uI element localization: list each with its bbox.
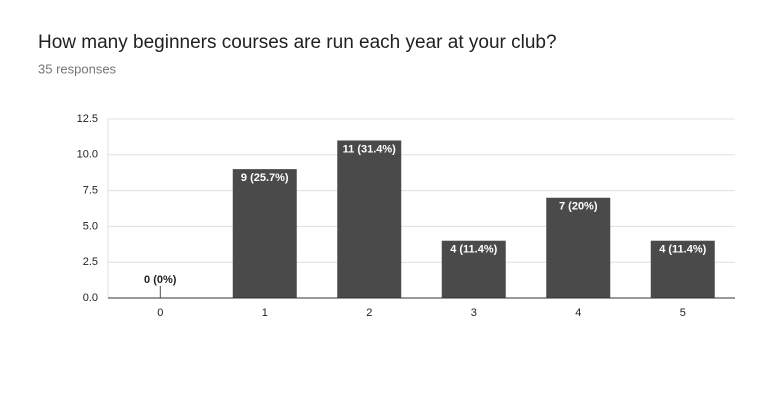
bar bbox=[546, 197, 611, 298]
value-label: 0 (0%) bbox=[144, 274, 177, 286]
y-tick-label: 7.5 bbox=[83, 185, 98, 197]
bar bbox=[441, 240, 506, 298]
bar bbox=[650, 240, 715, 298]
bar bbox=[337, 140, 402, 298]
y-tick-label: 5.0 bbox=[83, 220, 98, 232]
bar bbox=[232, 169, 297, 298]
y-tick-label: 12.5 bbox=[77, 113, 98, 125]
value-label: 9 (25.7%) bbox=[241, 172, 289, 184]
value-label: 4 (11.4%) bbox=[659, 244, 706, 256]
chart-title: How many beginners courses are run each … bbox=[38, 32, 557, 53]
x-tick-label: 1 bbox=[262, 307, 268, 319]
value-label: 11 (31.4%) bbox=[343, 143, 397, 155]
x-tick-label: 5 bbox=[680, 307, 686, 319]
chart-subtitle: 35 responses bbox=[38, 61, 117, 76]
x-tick-label: 0 bbox=[157, 307, 163, 319]
value-label: 4 (11.4%) bbox=[450, 244, 497, 256]
value-label: 7 (20%) bbox=[559, 201, 598, 213]
y-tick-label: 2.5 bbox=[83, 256, 98, 268]
y-tick-label: 0.0 bbox=[83, 292, 98, 304]
x-tick-label: 4 bbox=[575, 307, 581, 319]
x-tick-label: 3 bbox=[471, 307, 477, 319]
y-tick-label: 10.0 bbox=[77, 149, 98, 161]
x-tick-label: 2 bbox=[366, 307, 372, 319]
